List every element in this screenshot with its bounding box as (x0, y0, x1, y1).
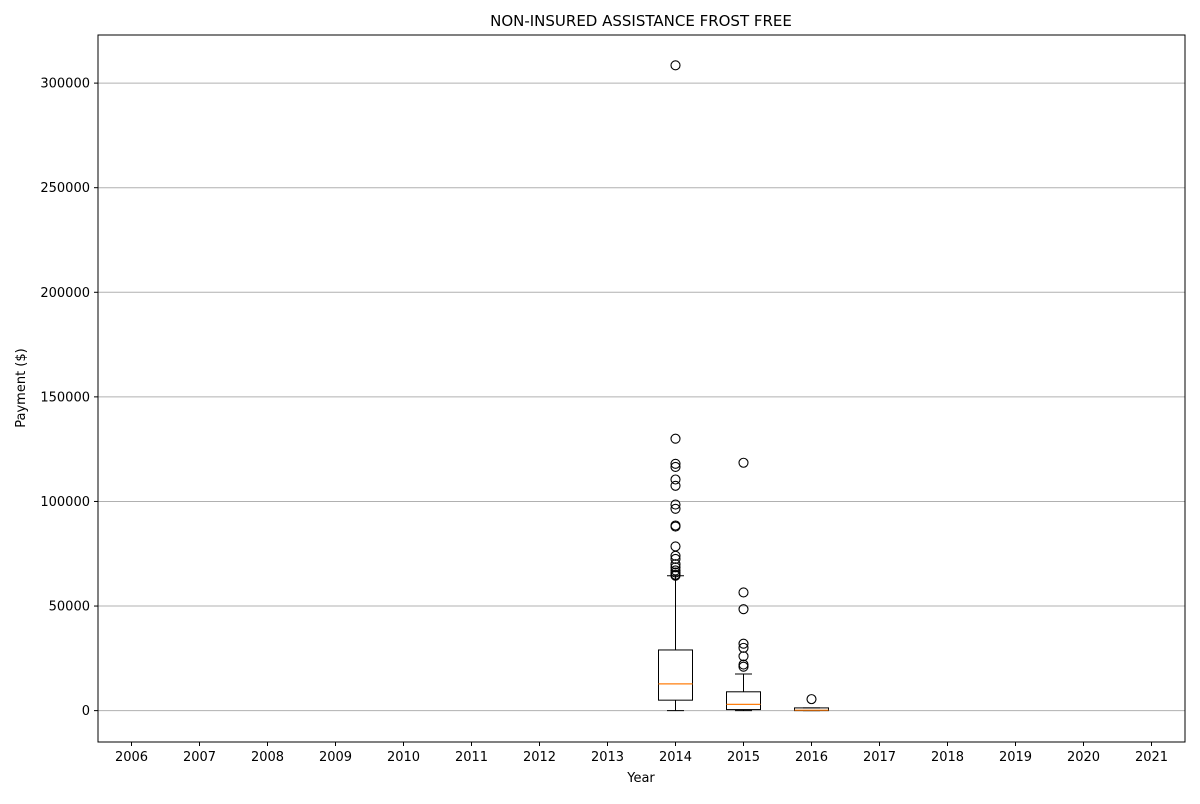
outlier-point (670, 562, 681, 573)
outlier-point (670, 480, 681, 491)
x-tick-label: 2017 (863, 750, 896, 765)
outlier-point (670, 499, 681, 510)
x-tick-label: 2019 (999, 750, 1032, 765)
outlier-point (670, 461, 681, 472)
outlier-point (738, 457, 749, 468)
outlier-point (738, 651, 749, 662)
outlier-point (670, 541, 681, 552)
x-tick-label: 2021 (1135, 750, 1168, 765)
box-2015 (726, 457, 761, 712)
y-tick-label: 0 (82, 704, 90, 719)
outlier-point (670, 570, 681, 581)
outlier-point (670, 474, 681, 485)
grid-lines (98, 82, 1185, 712)
outlier-point (670, 60, 681, 71)
y-axis-label: Payment ($) (14, 348, 29, 427)
x-tick-label: 2015 (727, 750, 760, 765)
x-tick-label: 2020 (1067, 750, 1100, 765)
outlier-point (670, 553, 681, 565)
outlier-point (738, 659, 749, 670)
outlier-point (806, 694, 817, 705)
x-tick-label: 2009 (319, 750, 352, 765)
outlier-point (738, 587, 749, 598)
box-iqr (726, 691, 761, 711)
x-tick-label: 2011 (455, 750, 488, 765)
box-2014 (658, 60, 693, 712)
outlier-point (670, 550, 681, 561)
outlier-point (738, 642, 749, 653)
x-tick-label: 2018 (931, 750, 964, 765)
outlier-point (670, 433, 681, 444)
y-tick-label: 300000 (40, 77, 90, 92)
outlier-point (670, 559, 681, 570)
y-tick-label: 100000 (40, 495, 90, 510)
x-tick-label: 2016 (795, 750, 828, 765)
outlier-point (670, 503, 681, 514)
x-tick-label: 2006 (115, 750, 148, 765)
y-tick-label: 150000 (40, 390, 90, 405)
box-layer (658, 60, 829, 712)
x-tick-label: 2007 (183, 750, 216, 765)
plot-frame (97, 34, 1186, 743)
outlier-point (670, 458, 681, 469)
outlier-point (670, 521, 681, 532)
box-iqr (658, 649, 693, 701)
chart-title: NON-INSURED ASSISTANCE FROST FREE (490, 12, 792, 30)
y-tick-label: 250000 (40, 181, 90, 196)
y-axis-ticks: 0 50000 100000 150000 200000 250000 300000 (40, 77, 98, 719)
x-tick-label: 2010 (387, 750, 420, 765)
x-tick-label: 2008 (251, 750, 284, 765)
outlier-point (738, 638, 749, 649)
x-tick-label: 2013 (591, 750, 624, 765)
x-axis-label: Year (626, 771, 655, 786)
outlier-point (738, 604, 749, 615)
x-tick-label: 2012 (523, 750, 556, 765)
outlier-point (738, 661, 749, 672)
y-tick-label: 200000 (40, 286, 90, 301)
x-tick-label: 2014 (659, 750, 692, 765)
x-axis-ticks: 2006 2007 2008 2009 2010 2011 2012 2013 2014 2015… (115, 742, 1168, 765)
y-tick-label: 50000 (49, 600, 90, 615)
box-2016 (794, 694, 829, 712)
